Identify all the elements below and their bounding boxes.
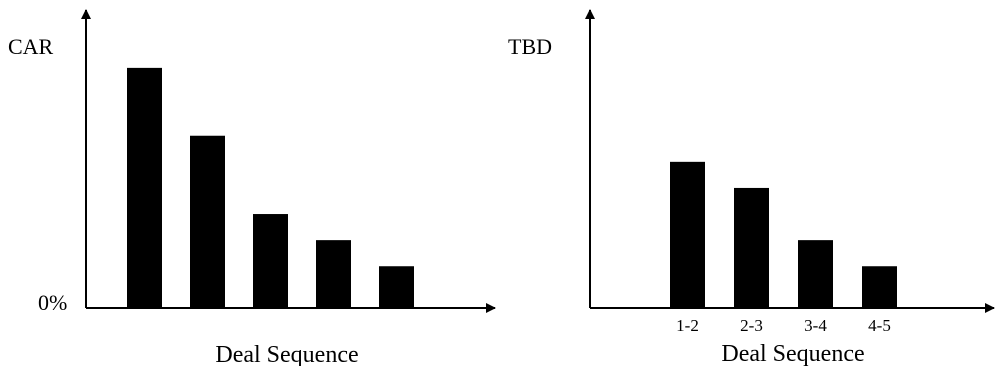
right-tick-labels: 1-2 2-3 3-4 4-5 — [676, 316, 891, 335]
right-bar-2 — [734, 187, 769, 308]
right-tick-label-2: 2-3 — [740, 316, 763, 335]
left-bar-4 — [316, 240, 351, 308]
left-bar-2 — [190, 135, 225, 308]
left-bar-5 — [379, 266, 414, 308]
left-y-axis-label: CAR — [8, 34, 54, 59]
left-bars — [127, 67, 414, 308]
right-y-axis-label: TBD — [508, 34, 552, 59]
right-chart: 1-2 2-3 3-4 4-5 TBD Deal Sequence — [508, 9, 995, 366]
left-chart: CAR 0% Deal Sequence — [8, 9, 496, 366]
right-bars — [670, 161, 897, 308]
right-bar-3 — [798, 240, 833, 308]
right-tick-label-3: 3-4 — [804, 316, 827, 335]
left-bar-3 — [253, 214, 288, 308]
right-bar-1 — [670, 161, 705, 308]
right-tick-label-1: 1-2 — [676, 316, 699, 335]
left-bar-1 — [127, 67, 162, 308]
right-bar-4 — [862, 266, 897, 308]
left-y-origin-label: 0% — [38, 290, 67, 315]
left-x-axis-label: Deal Sequence — [215, 342, 358, 366]
right-x-axis-label: Deal Sequence — [721, 341, 864, 366]
right-tick-label-4: 4-5 — [868, 316, 891, 335]
